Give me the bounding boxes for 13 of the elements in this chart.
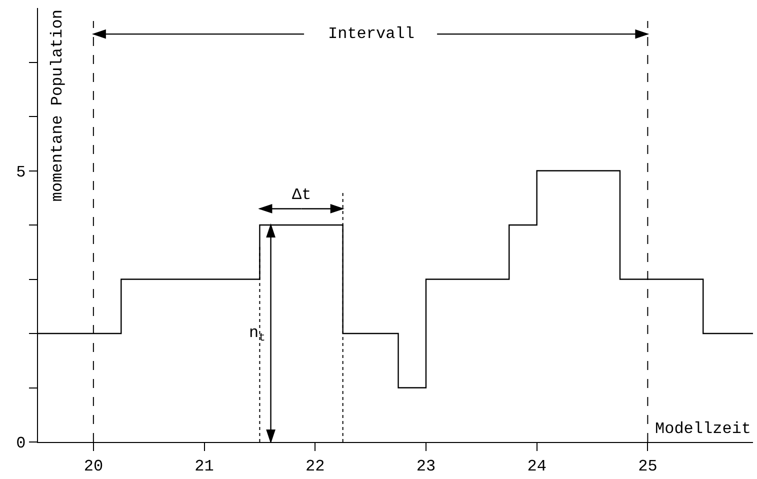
annotation: Δt	[292, 186, 312, 204]
y-tick-label: 5	[16, 163, 26, 182]
x-tick-label: 20	[84, 457, 104, 476]
y-tick-label: 0	[16, 434, 26, 453]
x-axis-title: Modellzeit	[655, 420, 752, 438]
x-tick-label: 24	[527, 457, 546, 476]
annotation: Intervall	[328, 25, 414, 43]
x-tick-label: 23	[416, 457, 436, 476]
x-tick-label: 21	[194, 457, 214, 476]
x-tick-label: 25	[638, 457, 658, 476]
x-tick-label: 22	[306, 457, 325, 476]
y-axis-title: momentane Population	[48, 10, 67, 202]
annotation: n$_{t}$	[249, 324, 266, 344]
